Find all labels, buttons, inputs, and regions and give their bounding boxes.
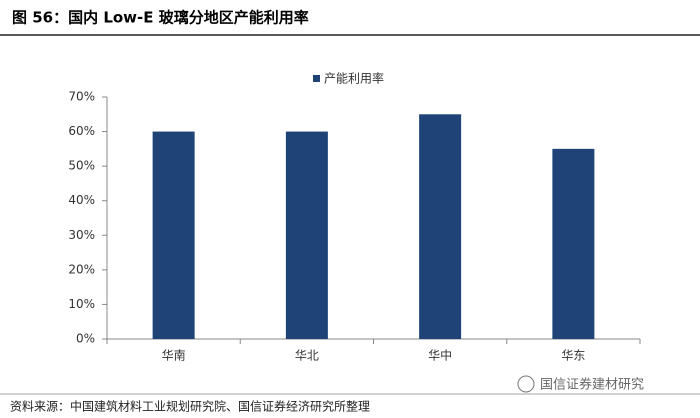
bar <box>285 131 328 339</box>
bar <box>552 148 595 339</box>
legend-label: 产能利用率 <box>324 71 384 86</box>
y-tick-label: 70% <box>68 90 95 104</box>
y-tick-label: 10% <box>68 297 95 311</box>
x-tick-label: 华北 <box>295 349 319 363</box>
legend-swatch <box>313 75 320 82</box>
watermark-icon <box>517 375 535 393</box>
bar <box>419 114 462 340</box>
x-tick-label: 华东 <box>561 349 585 363</box>
y-tick-label: 30% <box>68 228 95 242</box>
y-tick-label: 50% <box>68 159 95 173</box>
y-tick-label: 60% <box>68 124 95 138</box>
x-tick-label: 华中 <box>428 348 452 363</box>
x-tick-label: 华南 <box>162 348 186 363</box>
source: 资料来源：中国建筑材料工业规划研究院、国信证券经济研究所整理 <box>10 399 370 414</box>
watermark-text: 国信证券建材研究 <box>540 377 644 393</box>
bar <box>152 131 195 339</box>
y-tick-label: 20% <box>68 262 95 276</box>
watermark: 国信证券建材研究 <box>517 375 644 393</box>
y-tick-label: 40% <box>68 193 95 207</box>
y-tick-label: 0% <box>76 332 95 346</box>
chart-title: 图 56：国内 Low-E 玻璃分地区产能利用率 <box>12 9 309 27</box>
